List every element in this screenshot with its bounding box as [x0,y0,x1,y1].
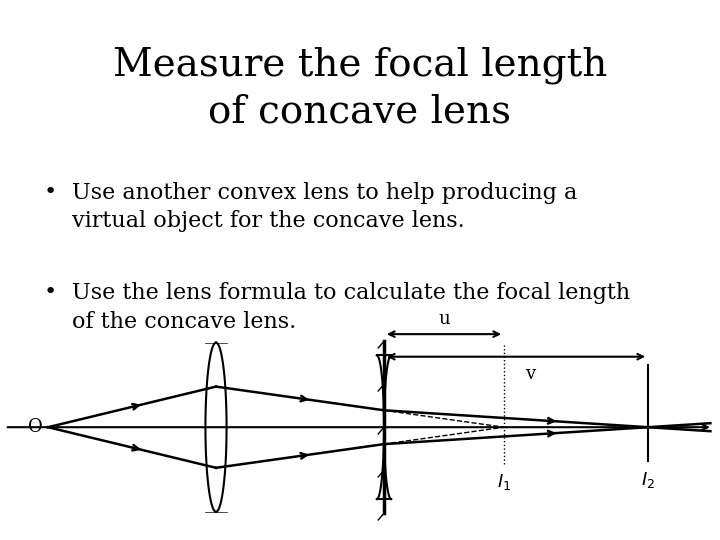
Text: v: v [526,365,536,383]
Text: O: O [29,418,43,436]
Text: •: • [43,282,56,302]
Text: Use another convex lens to help producing a
virtual object for the concave lens.: Use another convex lens to help producin… [72,181,577,232]
Text: $I_1$: $I_1$ [497,472,511,492]
Text: •: • [43,181,56,201]
Text: u: u [438,310,450,328]
Text: Use the lens formula to calculate the focal length
of the concave lens.: Use the lens formula to calculate the fo… [72,282,630,333]
Text: Measure the focal length
of concave lens: Measure the focal length of concave lens [113,47,607,130]
Text: $I_2$: $I_2$ [641,469,655,489]
